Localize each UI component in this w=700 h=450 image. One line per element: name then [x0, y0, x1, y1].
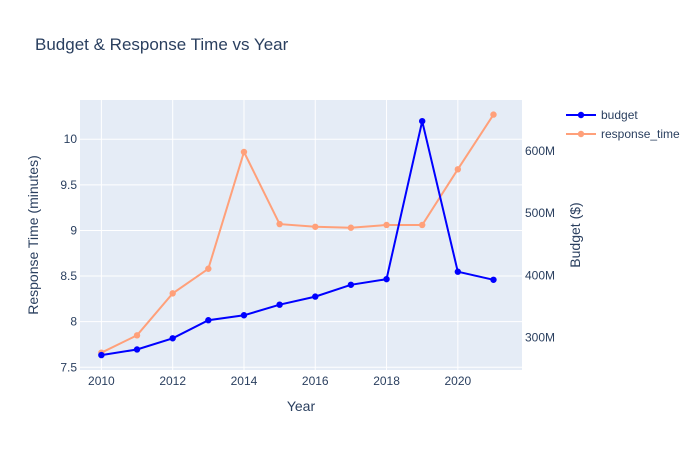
y-tick-label: 9: [70, 223, 77, 237]
x-tick-label: 2014: [231, 374, 258, 388]
legend[interactable]: budget response_time: [566, 108, 680, 141]
data-point: [240, 148, 248, 156]
legend-label: response_time: [601, 127, 680, 141]
y-tick-label: 7.5: [60, 360, 77, 374]
data-point: [454, 268, 462, 275]
legend-item-response-time[interactable]: response_time: [566, 127, 680, 141]
x-tick-label: 2020: [444, 374, 471, 388]
y-axis-left: 7.5 8 8.5 9 9.5 10: [60, 132, 77, 374]
x-tick-label: 2018: [373, 374, 400, 388]
data-point: [490, 111, 497, 118]
y-tick-label: 10: [64, 132, 78, 146]
data-point: [205, 317, 212, 324]
data-point: [276, 301, 283, 308]
data-point: [418, 221, 426, 229]
y-tick-label: 9.5: [60, 178, 77, 192]
data-point: [205, 265, 212, 272]
series-response-time: [98, 111, 497, 356]
series-layer: [98, 111, 497, 359]
legend-marker: [577, 130, 585, 138]
legend-item-budget[interactable]: budget: [566, 108, 638, 122]
data-point: [418, 117, 426, 125]
y2-tick-label: 300M: [525, 331, 555, 345]
x-tick-label: 2010: [88, 374, 115, 388]
data-point: [347, 224, 355, 231]
y-tick-label: 8.5: [60, 269, 77, 283]
data-point: [454, 166, 462, 173]
data-point: [490, 276, 497, 283]
y-axis-title: Response Time (minutes): [25, 155, 41, 315]
data-point: [98, 351, 105, 359]
y-tick-label: 8: [70, 315, 77, 329]
data-point: [276, 220, 283, 228]
data-point: [383, 221, 390, 229]
chart-title: Budget & Response Time vs Year: [35, 35, 289, 54]
y2-tick-label: 400M: [525, 268, 555, 282]
legend-marker: [577, 111, 585, 119]
series-budget: [98, 117, 497, 359]
series-line: [100, 114, 495, 354]
data-point: [240, 312, 248, 319]
data-point: [169, 335, 176, 342]
legend-label: budget: [601, 108, 638, 122]
data-point: [312, 223, 319, 230]
x-tick-label: 2016: [302, 374, 329, 388]
x-axis-title: Year: [287, 398, 316, 414]
x-axis: 2010 2012 2014 2016 2018 2020: [88, 374, 471, 388]
data-point: [347, 281, 355, 288]
plot-area: [80, 100, 522, 370]
series-line: [101, 120, 494, 357]
data-point: [312, 293, 319, 300]
x-tick-label: 2012: [159, 374, 186, 388]
data-point: [383, 275, 390, 283]
data-point: [133, 332, 141, 339]
y2-axis-title: Budget ($): [567, 202, 583, 267]
y2-tick-label: 600M: [525, 144, 555, 158]
data-point: [169, 290, 176, 297]
y-axis-right: 300M 400M 500M 600M: [525, 144, 555, 345]
y2-tick-label: 500M: [525, 206, 555, 220]
data-point: [133, 346, 141, 353]
